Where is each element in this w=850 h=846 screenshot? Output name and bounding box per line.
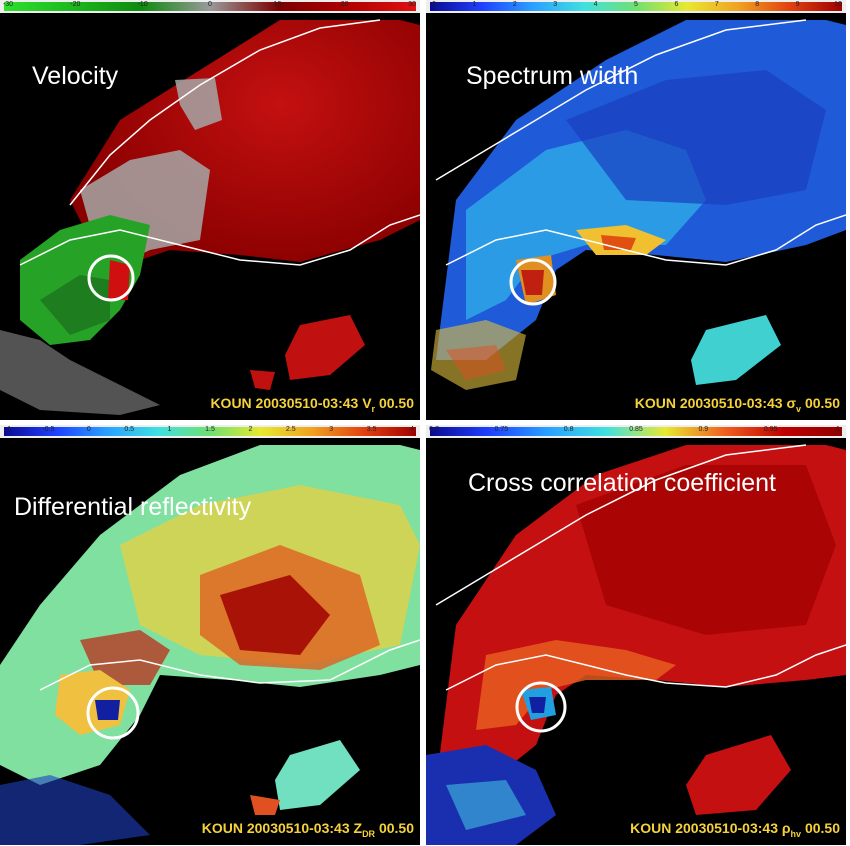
velocity-footer: KOUN 20030510-03:43 Vr 00.50 bbox=[210, 395, 414, 414]
colorbar-tick-label: 0 bbox=[432, 1, 436, 8]
colorbar-tick-label: 4 bbox=[410, 426, 414, 433]
colorbar-tick-label: 0 bbox=[208, 1, 212, 8]
differential-reflectivity-radar-field bbox=[0, 445, 420, 845]
colorbar-tick-label: 0 bbox=[86, 426, 91, 433]
colorbar-tick-label: 1.5 bbox=[205, 426, 215, 433]
colorbar-tick-label: 8 bbox=[755, 1, 760, 8]
differential-reflectivity-panel: -1 -0.5 0 0.5 1 1.5 2 2.5 3 3.5 4 Differential ref… bbox=[0, 425, 420, 845]
footer-station-time: KOUN 20030510-03:43 bbox=[210, 395, 363, 412]
cross-correlation-radar-field bbox=[426, 444, 846, 845]
footer-sub: hv bbox=[790, 829, 802, 839]
colorbar-tick-label: 0.7 bbox=[429, 426, 439, 433]
spectrum-width-footer: KOUN 20030510-03:43 σv 00.50 bbox=[635, 395, 840, 414]
colorbar-tick-label: 4 bbox=[593, 1, 598, 8]
colorbar-tick-label: 3.5 bbox=[366, 426, 377, 433]
colorbar-tick-label: 2 bbox=[512, 1, 517, 8]
velocity-title: Velocity bbox=[32, 62, 119, 90]
velocity-colorbar: -30 -20 -10 0 10 20 30 bbox=[0, 0, 420, 13]
colorbar-tick-label: 0.75 bbox=[494, 426, 509, 433]
differential-reflectivity-colorbar-ticks: -1 -0.5 0 0.5 1 1.5 2 2.5 3 3.5 4 bbox=[0, 425, 420, 438]
colorbar-tick-label: 0.9 bbox=[698, 426, 709, 433]
colorbar-tick-label: 1 bbox=[836, 426, 840, 433]
footer-station-time: KOUN 20030510-03:43 bbox=[634, 395, 787, 412]
differential-reflectivity-title: Differential reflectivity bbox=[14, 493, 252, 521]
spectrum-width-title: Spectrum width bbox=[466, 62, 639, 90]
footer-station-time: KOUN 20030510-03:43 bbox=[630, 820, 782, 837]
colorbar-tick-label: 20 bbox=[340, 1, 349, 8]
footer-elev: 00.50 bbox=[378, 820, 414, 837]
mesocyclone-circle bbox=[87, 254, 135, 302]
footer-symbol: σ bbox=[786, 395, 797, 412]
cross-correlation-panel: 0.7 0.75 0.8 0.85 0.9 0.95 1 Cross correlation… bbox=[426, 425, 846, 845]
colorbar-tick-label: 9 bbox=[795, 1, 800, 8]
colorbar-tick-label: 0.85 bbox=[629, 426, 643, 433]
colorbar-tick-label: 6 bbox=[674, 1, 679, 8]
colorbar-tick-label: 1 bbox=[167, 426, 172, 433]
spectrum-width-radar-field bbox=[431, 19, 846, 390]
footer-station-time: KOUN 20030510-03:43 bbox=[201, 820, 354, 837]
mesocyclone-circle bbox=[86, 686, 140, 740]
footer-symbol: Z bbox=[353, 820, 363, 837]
colorbar-tick-label: 2.5 bbox=[285, 426, 296, 433]
differential-reflectivity-colorbar: -1 -0.5 0 0.5 1 1.5 2 2.5 3 3.5 4 bbox=[0, 425, 420, 438]
velocity-panel: -30 -20 -10 0 10 20 30 Velocity KOUN 20030510-… bbox=[0, 0, 420, 420]
mesocyclone-circle bbox=[509, 258, 557, 306]
velocity-colorbar-ticks: -30 -20 -10 0 10 20 30 bbox=[0, 0, 420, 13]
spectrum-width-colorbar: 0 1 2 3 4 5 6 7 8 9 10 bbox=[426, 0, 846, 13]
cross-correlation-colorbar-gradient bbox=[426, 425, 846, 438]
colorbar-tick-label: -10 bbox=[137, 1, 148, 8]
colorbar-tick-label: 2 bbox=[248, 426, 253, 433]
footer-sub: v bbox=[796, 404, 802, 414]
colorbar-tick-label: 0.95 bbox=[763, 426, 778, 433]
colorbar-tick-label: 3 bbox=[329, 426, 334, 433]
spectrum-width-colorbar-gradient bbox=[426, 0, 846, 13]
footer-elev: 00.50 bbox=[804, 820, 840, 837]
velocity-colorbar-gradient bbox=[0, 0, 420, 13]
cross-correlation-colorbar-ticks: 0.7 0.75 0.8 0.85 0.9 0.95 1 bbox=[426, 425, 846, 438]
cross-correlation-footer: KOUN 20030510-03:43 ρhv 00.50 bbox=[630, 820, 840, 839]
differential-reflectivity-colorbar-gradient bbox=[0, 425, 420, 438]
colorbar-tick-label: 0.8 bbox=[563, 426, 574, 433]
colorbar-tick-label: 30 bbox=[408, 1, 416, 8]
footer-sub: DR bbox=[362, 829, 376, 839]
colorbar-tick-label: -20 bbox=[70, 1, 81, 8]
spectrum-width-colorbar-ticks: 0 1 2 3 4 5 6 7 8 9 10 bbox=[426, 0, 846, 13]
colorbar-tick-label: -0.5 bbox=[42, 426, 55, 433]
footer-elev: 00.50 bbox=[804, 395, 840, 412]
colorbar-tick-label: 1 bbox=[472, 1, 477, 8]
footer-elev: 00.50 bbox=[378, 395, 414, 412]
footer-symbol: ρ bbox=[781, 820, 791, 837]
colorbar-tick-label: 5 bbox=[634, 1, 638, 8]
footer-sub: r bbox=[371, 404, 376, 414]
colorbar-tick-label: 10 bbox=[834, 1, 842, 8]
differential-reflectivity-footer: KOUN 20030510-03:43 ZDR 00.50 bbox=[202, 820, 414, 839]
colorbar-tick-label: -30 bbox=[2, 1, 14, 8]
colorbar-tick-label: 0.5 bbox=[124, 426, 135, 433]
cross-correlation-colorbar: 0.7 0.75 0.8 0.85 0.9 0.95 1 bbox=[426, 425, 846, 438]
footer-symbol: V bbox=[362, 395, 372, 412]
colorbar-tick-label: 7 bbox=[714, 1, 719, 8]
colorbar-tick-label: 3 bbox=[553, 1, 558, 8]
cross-correlation-title: Cross correlation coefficient bbox=[468, 469, 777, 497]
velocity-radar-field bbox=[0, 19, 420, 415]
colorbar-tick-label: 10 bbox=[273, 1, 282, 8]
mesocyclone-circle bbox=[515, 681, 567, 733]
colorbar-tick-label: -1 bbox=[4, 426, 12, 433]
spectrum-width-panel: 0 1 2 3 4 5 6 7 8 9 10 Spectrum width KOUN 2003051… bbox=[426, 0, 846, 420]
